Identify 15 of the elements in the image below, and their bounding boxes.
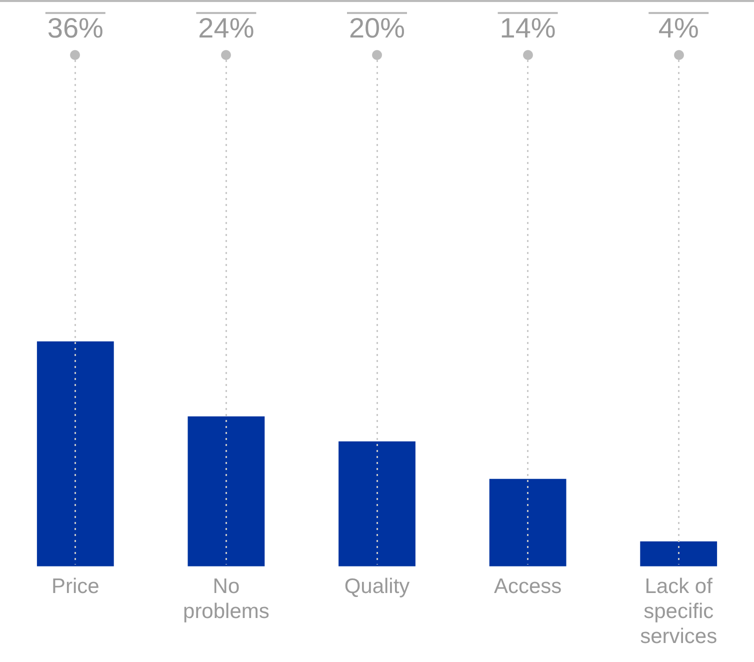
- bar: [188, 416, 265, 566]
- bar: [36, 341, 114, 566]
- data-label: 14%: [500, 12, 556, 44]
- x-tick-label: Price: [51, 574, 100, 598]
- data-label: 36%: [47, 12, 104, 44]
- bar: [640, 541, 718, 566]
- x-tick-label: Access: [494, 574, 562, 598]
- x-tick-label: No problems: [183, 574, 270, 623]
- data-label: 24%: [198, 12, 254, 44]
- x-tick-label: Quality: [344, 574, 410, 598]
- data-label: 4%: [658, 12, 699, 44]
- bar: [489, 478, 566, 566]
- bar: [338, 441, 416, 566]
- data-label: 20%: [348, 12, 406, 44]
- x-tick-label: Lack of specific services: [640, 574, 718, 648]
